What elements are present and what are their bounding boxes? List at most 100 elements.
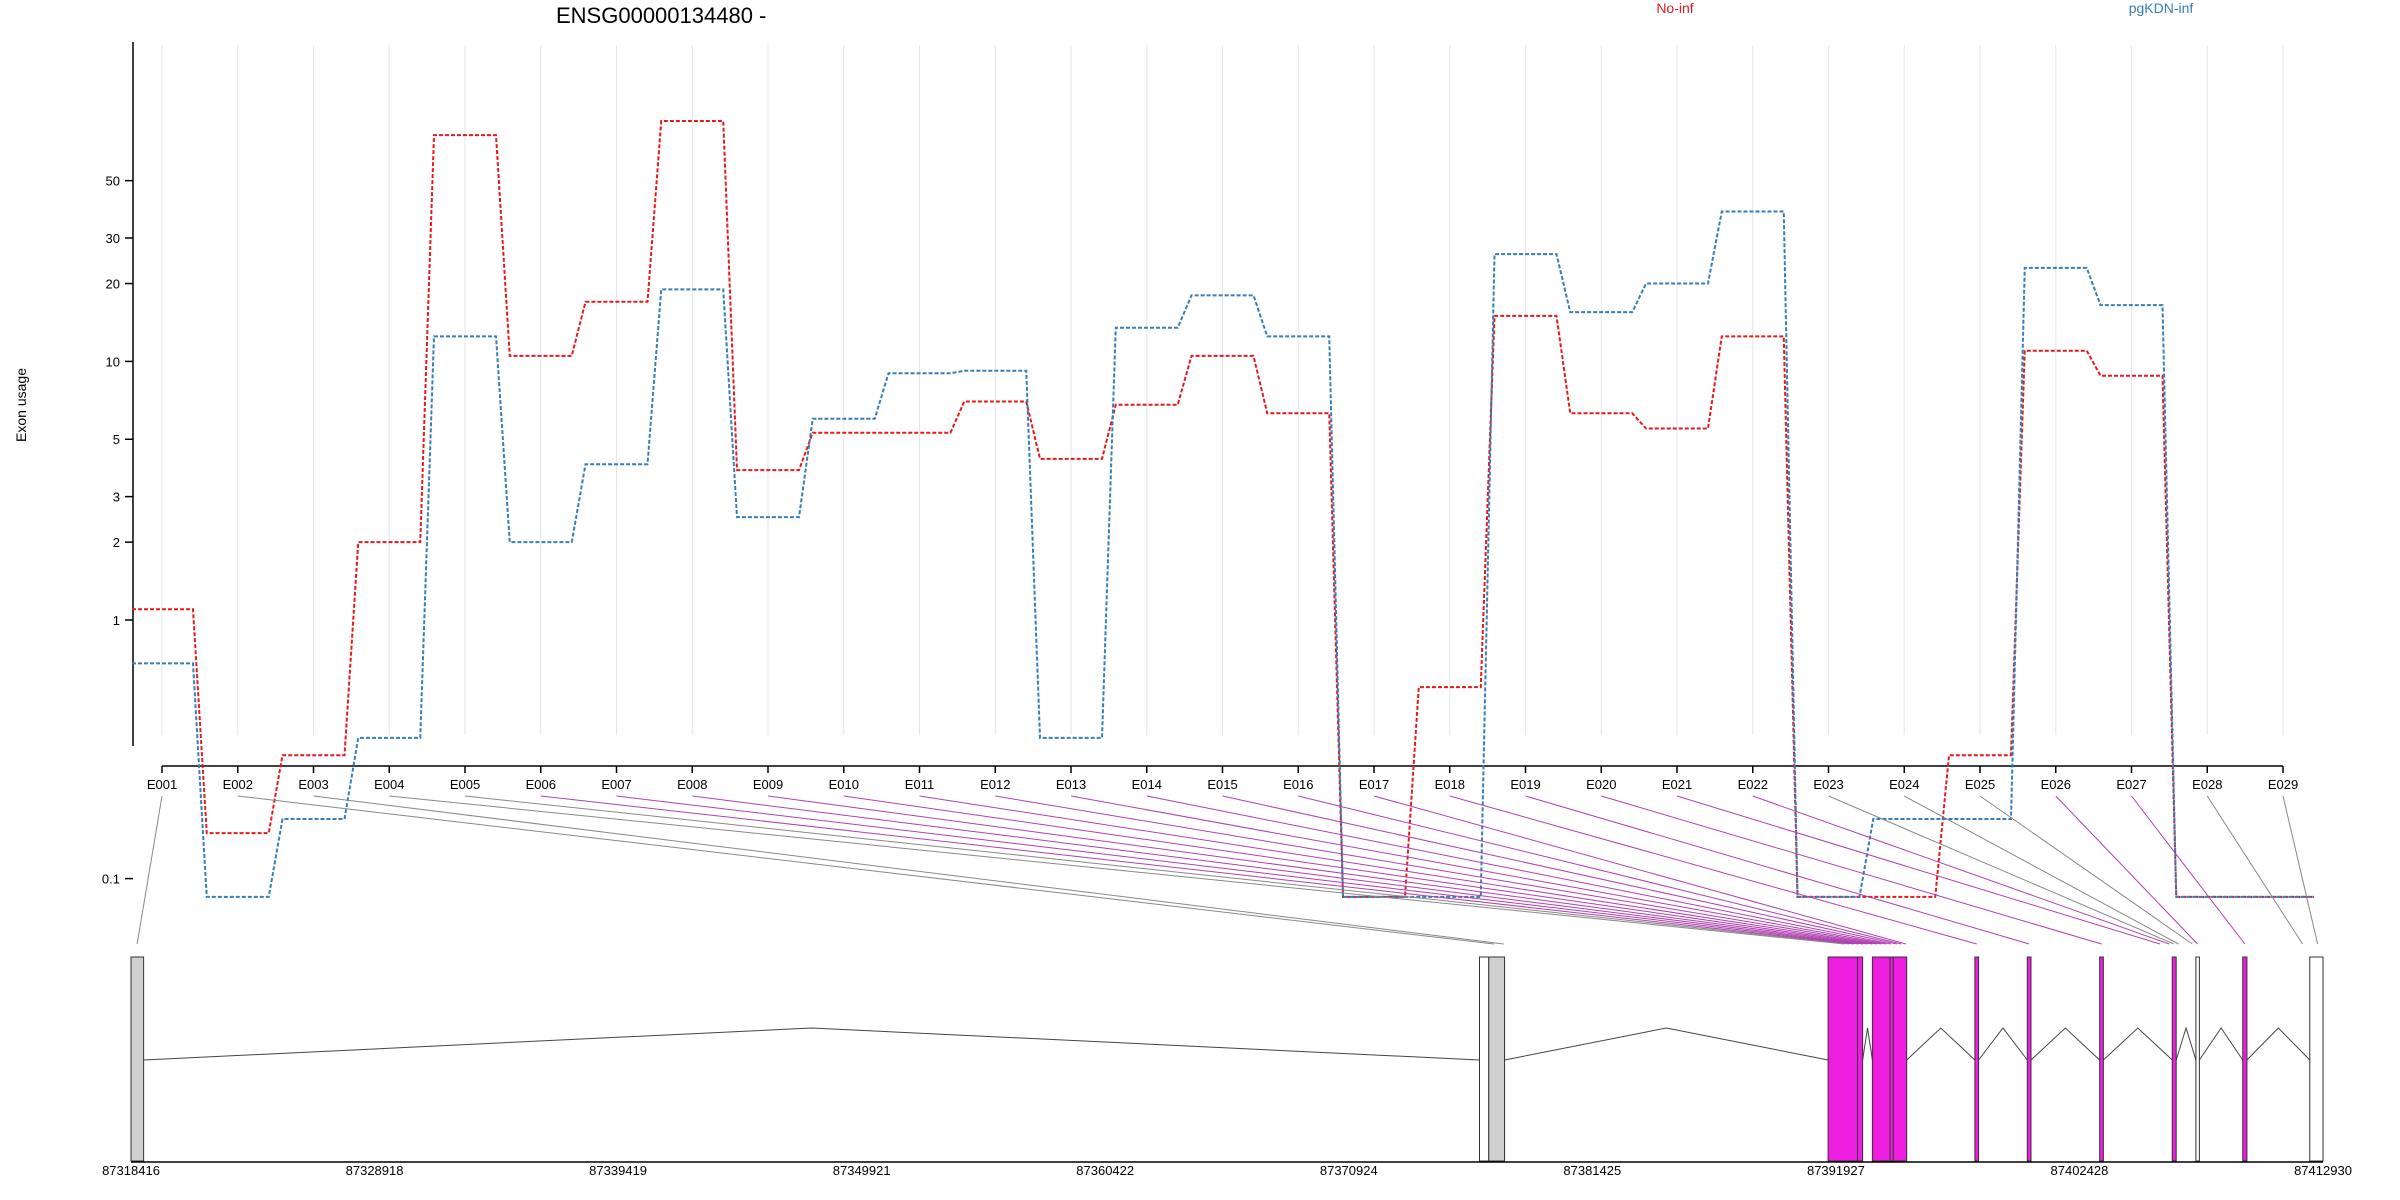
y-tick-label: 50 [106, 174, 120, 189]
exon-mapping-line [1601, 795, 2102, 945]
intron-line [1862, 1027, 1873, 1061]
intron-line [1978, 1027, 2028, 1061]
coordinate-tick-label: 87360422 [1076, 1163, 1134, 1178]
x-tick-label: E024 [1889, 777, 1919, 792]
exon-mapping-line [237, 795, 1494, 945]
vertical-gridlines [161, 45, 2284, 735]
exon-mapping-lines [136, 795, 2319, 945]
y-tick-label: 3 [113, 490, 120, 505]
intron-line [2103, 1027, 2173, 1061]
x-tick-label: E029 [2268, 777, 2298, 792]
x-tick-label: E025 [1965, 777, 1995, 792]
exon-mapping-line [2282, 795, 2319, 945]
exon-mapping-line [1828, 795, 2175, 945]
exon-block [2171, 956, 2177, 1162]
y-axis: 0.1 1 2 3 5 10 20 30 50 [102, 42, 134, 887]
exon-mapping-line [1070, 795, 1887, 945]
coordinate-tick-label: 87381425 [1563, 1163, 1621, 1178]
exon-block [1478, 956, 1490, 1162]
exon-block [1892, 956, 1908, 1162]
exon-mapping-line [616, 795, 1859, 945]
exon-mapping-line [1222, 795, 1897, 945]
series-line-no-inf [132, 120, 2314, 898]
legend-label-no-inf: No-inf [1656, 0, 1693, 16]
y-tick-label: 30 [106, 231, 120, 246]
exon-mapping-line [1146, 795, 1892, 945]
coordinate-tick-label: 87328918 [346, 1163, 404, 1178]
exon-block [2309, 956, 2324, 1162]
exon-mapping-line [540, 795, 1854, 945]
exon-block [2099, 956, 2104, 1162]
exon-block [1857, 956, 1864, 1162]
exon-mapping-line [1752, 795, 2170, 945]
exon-mapping-line [2206, 795, 2304, 945]
exon-mapping-line [1298, 795, 1902, 945]
series-line-pgkdn-inf [132, 210, 2314, 898]
x-tick-label: E028 [2192, 777, 2222, 792]
exon-mapping-line [843, 795, 1873, 945]
exon-block [1488, 956, 1506, 1162]
coordinate-tick-label: 87391927 [1807, 1163, 1865, 1178]
x-tick-label: E011 [905, 777, 934, 792]
x-tick-label: E012 [980, 777, 1010, 792]
x-tick-label: E015 [1207, 777, 1237, 792]
x-tick-label: E009 [753, 777, 783, 792]
coordinate-tick-label: 87412930 [2294, 1163, 2352, 1178]
exon-mapping-line [767, 795, 1868, 945]
x-tick-label: E004 [374, 777, 404, 792]
genomic-coordinate-axis: 87318416 87328918 87339419 87349921 87360422… [102, 1161, 2352, 1178]
plot-series [132, 120, 2314, 898]
x-tick-label: E013 [1056, 777, 1086, 792]
exon-mapping-line [1979, 795, 2193, 945]
x-tick-label: E002 [223, 777, 253, 792]
y-tick-label: 0.1 [102, 872, 120, 887]
x-tick-label: E023 [1813, 777, 1843, 792]
intron-line [2030, 1027, 2100, 1061]
coordinate-tick-label: 87349921 [833, 1163, 891, 1178]
x-tick-label: E020 [1586, 777, 1616, 792]
exon-mapping-line [464, 795, 1850, 945]
exon-mapping-line [2131, 795, 2246, 945]
intron-line [1504, 1027, 1829, 1061]
x-tick-label: E027 [2116, 777, 2146, 792]
legend-label-pgkdn-inf: pgKDN-inf [2129, 0, 2194, 16]
x-tick-label: E021 [1662, 777, 1692, 792]
x-tick-label: E010 [829, 777, 859, 792]
x-tick-label: E019 [1510, 777, 1540, 792]
intron-line [2246, 1027, 2311, 1061]
x-tick-label: E001 [147, 777, 177, 792]
exon-mapping-line [1904, 795, 2179, 945]
exon-mapping-line [1449, 795, 1977, 945]
y-tick-label: 1 [113, 613, 120, 628]
exon-block [1974, 956, 1980, 1162]
x-tick-label: E018 [1435, 777, 1465, 792]
x-tick-label: E005 [450, 777, 480, 792]
x-tick-label: E003 [298, 777, 328, 792]
exon-mapping-line [136, 795, 163, 945]
y-tick-label: 20 [106, 277, 120, 292]
exon-block [2195, 956, 2200, 1162]
exon-mapping-line [995, 795, 1882, 945]
exon-block [2026, 956, 2032, 1162]
x-tick-label: E006 [526, 777, 556, 792]
x-tick-label: E026 [2041, 777, 2071, 792]
exon-mapping-line [919, 795, 1878, 945]
intron-line [143, 1027, 1480, 1061]
exon-block [130, 956, 145, 1162]
coordinate-tick-label: 87402428 [2051, 1163, 2109, 1178]
exon-mapping-line [1373, 795, 1907, 945]
exon-mapping-line [1525, 795, 2030, 945]
gene-model [130, 956, 2324, 1162]
intron-line [2198, 1027, 2244, 1061]
x-tick-label: E017 [1359, 777, 1389, 792]
exon-block [1871, 956, 1891, 1162]
x-tick-label: E014 [1132, 777, 1162, 792]
y-tick-label: 5 [113, 432, 120, 447]
exon-mapping-line [313, 795, 1504, 945]
exon-mapping-line [1676, 795, 2161, 945]
y-axis-label: Exon usage [13, 368, 29, 442]
exon-mapping-line [692, 795, 1864, 945]
intron-line [2175, 1026, 2197, 1061]
x-tick-label: E007 [601, 777, 631, 792]
